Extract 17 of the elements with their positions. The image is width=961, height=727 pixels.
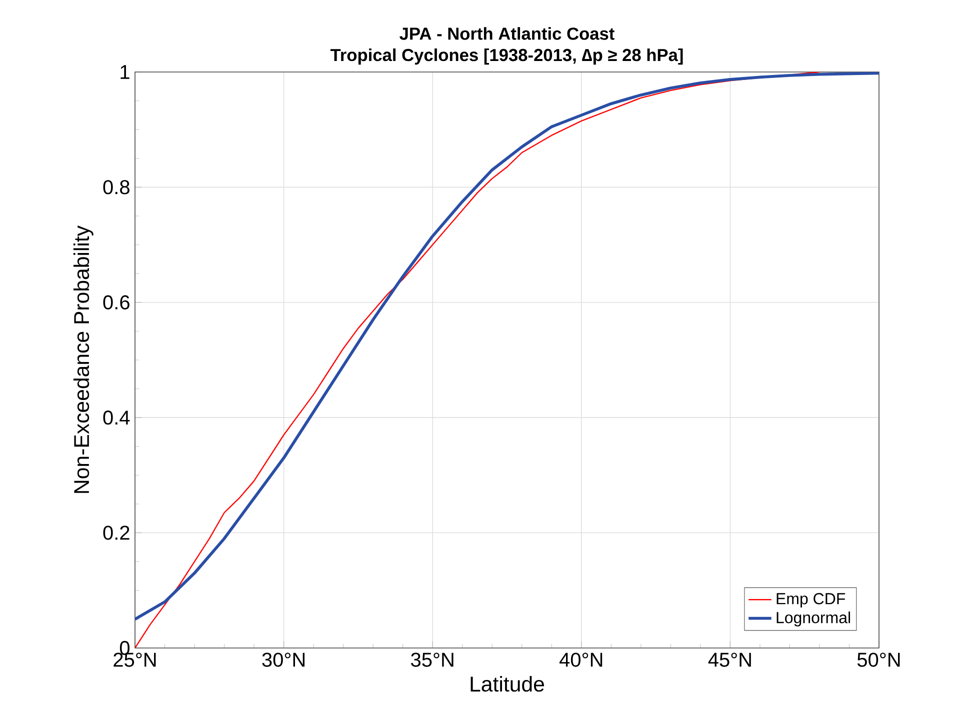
y-tick-label: 0.8 — [103, 180, 130, 194]
y-axis-title: Non-Exceedance Probability — [73, 226, 94, 493]
y-tick-label: 1 — [120, 65, 130, 79]
y-tick-label: 0.6 — [103, 295, 130, 310]
legend-label: Emp CDF — [776, 593, 846, 608]
chart-subtitle: Tropical Cyclones [1938-2013, ∆p ≥ 28 hPa] — [330, 48, 683, 65]
y-tick-label: 0.4 — [103, 410, 130, 425]
x-tick-label: 45°N — [708, 652, 751, 667]
x-tick-label: 40°N — [560, 652, 602, 667]
legend-label: Lognormal — [776, 612, 850, 626]
chart-title: JPA - North Atlantic Coast — [400, 27, 614, 40]
x-axis-title: Latitude — [470, 676, 544, 692]
x-tick-label: 30°N — [262, 652, 304, 667]
y-tick-label: 0.2 — [103, 526, 130, 540]
x-tick-label: 50°N — [857, 652, 900, 667]
x-tick-label: 35°N — [411, 652, 454, 667]
x-tick-label: 25°N — [114, 652, 156, 667]
